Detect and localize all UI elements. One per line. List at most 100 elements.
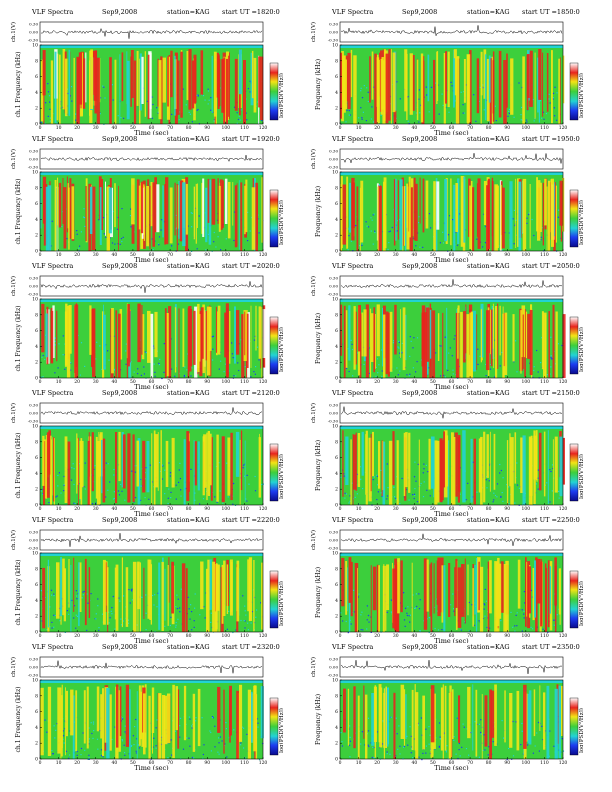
x-tick-label: 0 xyxy=(39,760,42,766)
noise-speck xyxy=(394,496,396,498)
noise-speck xyxy=(484,615,486,617)
noise-speck xyxy=(410,340,412,342)
waveform-tick-label: 0.30 xyxy=(29,530,38,535)
noise-speck xyxy=(113,497,116,500)
noise-speck xyxy=(370,118,372,120)
y-tick-label: 4 xyxy=(35,598,38,604)
noise-speck xyxy=(428,367,430,369)
noise-speck xyxy=(556,92,558,94)
burst xyxy=(156,184,160,233)
burst xyxy=(406,186,410,250)
y-axis-label: ch.1 Frequency (kHz) xyxy=(15,560,22,626)
y-tick-label: 8 xyxy=(35,566,38,572)
burst xyxy=(436,440,440,503)
noise-speck xyxy=(215,246,217,248)
burst xyxy=(57,687,61,754)
burst xyxy=(430,562,433,632)
colorbar xyxy=(269,62,279,121)
noise-speck xyxy=(363,363,365,366)
waveform-tick-label: 0.00 xyxy=(329,284,338,289)
noise-speck xyxy=(492,741,494,743)
noise-speck xyxy=(129,602,131,604)
x-tick-label: 120 xyxy=(559,125,568,131)
burst xyxy=(101,179,103,230)
burst xyxy=(542,52,544,117)
noise-speck xyxy=(473,624,475,626)
burst xyxy=(75,303,77,367)
noise-speck xyxy=(409,355,411,357)
header-station: station=KAG xyxy=(467,516,510,524)
burst xyxy=(528,436,533,505)
noise-speck xyxy=(81,597,83,599)
noise-speck xyxy=(469,123,471,125)
x-tick-label: 80 xyxy=(186,506,192,512)
burst xyxy=(348,557,352,603)
x-tick-label: 60 xyxy=(449,252,455,258)
burst xyxy=(420,53,424,123)
noise-speck xyxy=(250,376,252,378)
burst xyxy=(540,182,542,232)
noise-speck xyxy=(447,369,449,371)
noise-speck xyxy=(473,94,475,96)
burst xyxy=(546,53,549,112)
burst xyxy=(385,686,387,748)
noise-speck xyxy=(107,350,109,352)
burst xyxy=(234,58,238,111)
noise-speck xyxy=(402,746,405,748)
burst xyxy=(409,53,413,115)
noise-speck xyxy=(483,213,485,215)
noise-speck xyxy=(368,226,370,228)
waveform-axis-label: ch.1(V) xyxy=(10,657,17,677)
burst xyxy=(258,56,261,108)
noise-speck xyxy=(552,467,554,470)
waveform-tick-label: -0.30 xyxy=(328,38,339,43)
noise-speck xyxy=(478,756,480,758)
waveform-trace xyxy=(341,660,562,675)
noise-speck xyxy=(340,612,342,614)
noise-speck xyxy=(376,358,379,360)
noise-speck xyxy=(408,499,410,501)
noise-speck xyxy=(133,744,135,746)
noise-speck xyxy=(422,472,424,474)
noise-speck xyxy=(84,225,86,227)
y-tick-label: 8 xyxy=(335,439,338,445)
noise-speck xyxy=(361,611,363,613)
noise-speck xyxy=(485,363,487,366)
burst xyxy=(99,187,102,245)
noise-speck xyxy=(93,468,95,470)
noise-speck xyxy=(90,593,92,595)
noise-speck xyxy=(352,250,354,252)
burst xyxy=(246,313,249,368)
noise-speck xyxy=(155,745,157,747)
noise-speck xyxy=(40,121,42,123)
noise-speck xyxy=(114,243,116,245)
y-tick-label: 6 xyxy=(335,582,338,588)
burst xyxy=(495,306,498,378)
x-tick-label: 90 xyxy=(204,506,210,512)
waveform-frame xyxy=(339,656,564,678)
noise-speck xyxy=(411,748,413,750)
noise-speck xyxy=(365,120,367,122)
x-tick-label: 30 xyxy=(393,125,399,131)
burst xyxy=(261,177,263,243)
noise-speck xyxy=(125,350,127,352)
noise-speck xyxy=(232,631,234,634)
noise-speck xyxy=(162,465,164,467)
noise-speck xyxy=(544,730,546,732)
noise-speck xyxy=(440,345,442,347)
waveform-tick-label: -0.30 xyxy=(328,546,339,551)
noise-speck xyxy=(550,470,552,473)
noise-speck xyxy=(425,464,427,466)
noise-speck xyxy=(163,343,165,345)
noise-speck xyxy=(392,342,394,344)
x-tick-label: 40 xyxy=(111,633,117,639)
burst xyxy=(200,307,204,359)
noise-speck xyxy=(114,726,116,728)
noise-speck xyxy=(64,368,66,370)
noise-speck xyxy=(362,629,364,631)
noise-speck xyxy=(213,241,215,243)
burst xyxy=(207,178,210,223)
burst xyxy=(350,49,353,98)
noise-speck xyxy=(98,219,100,221)
